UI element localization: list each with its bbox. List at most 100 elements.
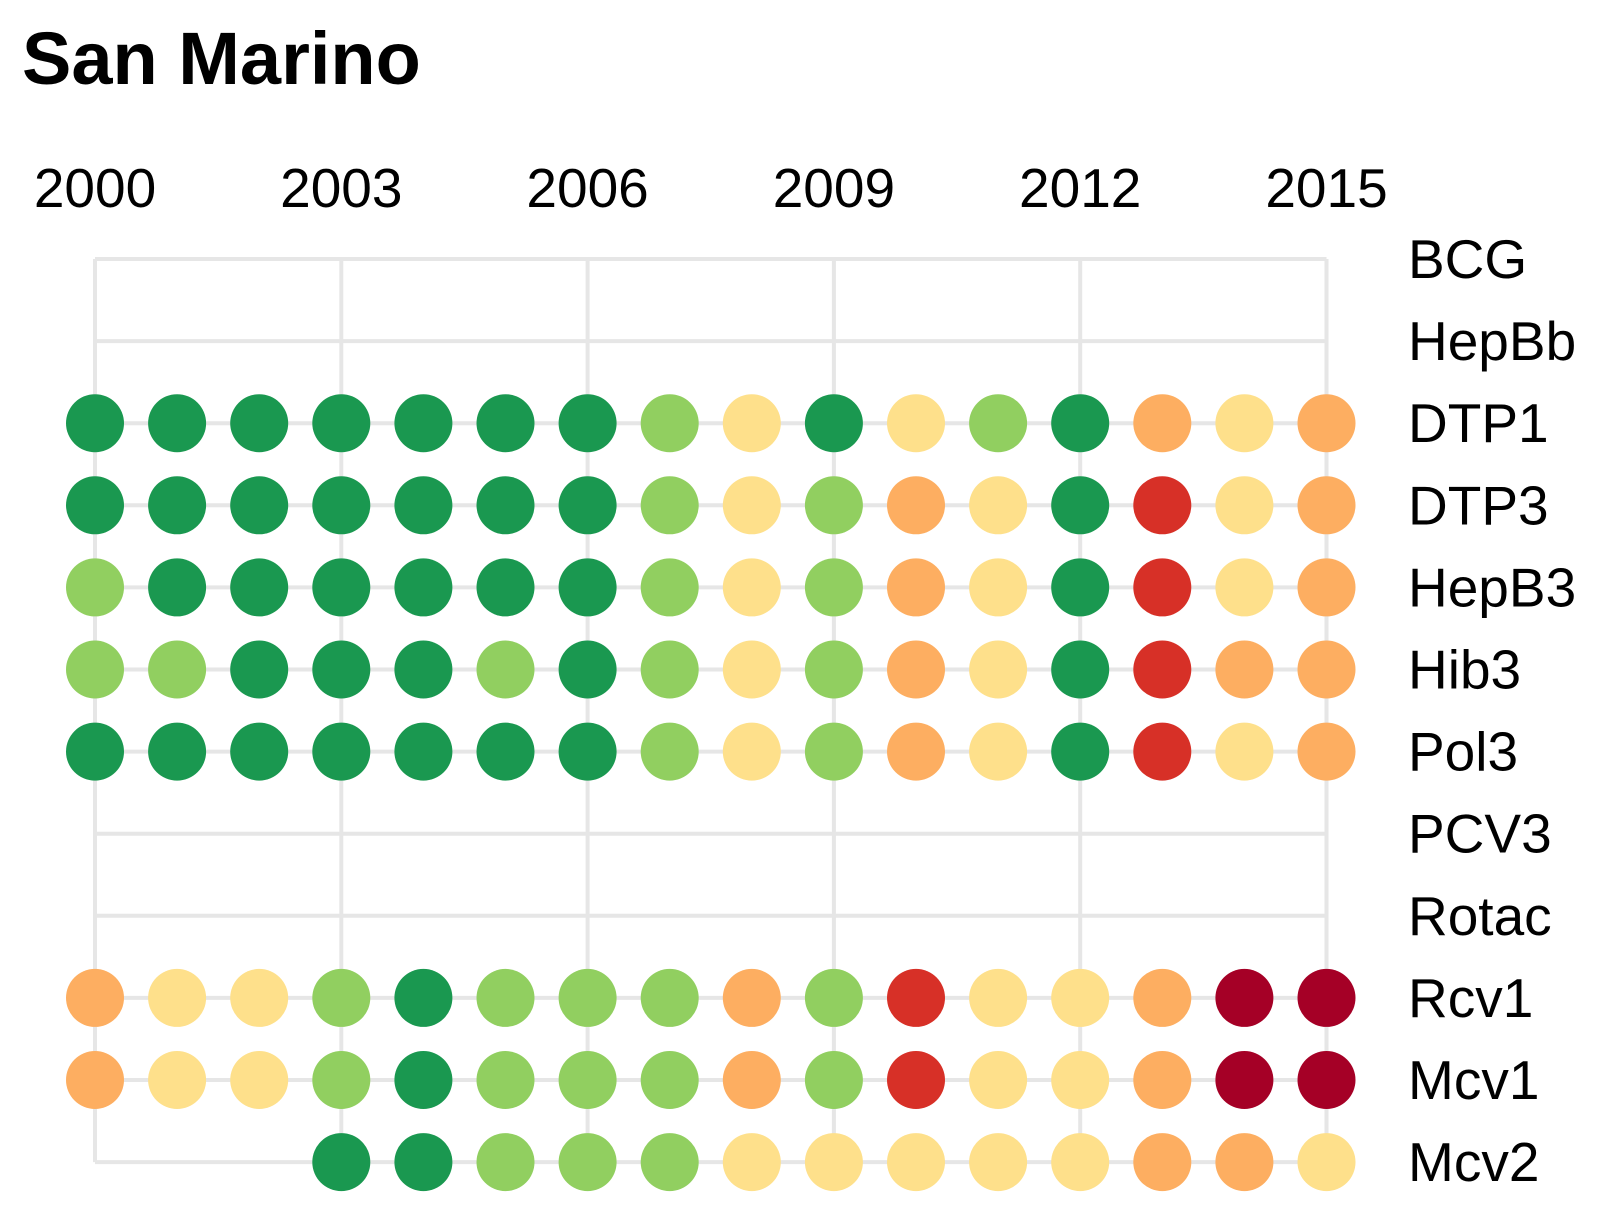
dot-mcv2-2007 bbox=[640, 1133, 699, 1192]
dot-dtp3-2001 bbox=[148, 476, 207, 535]
dot-rcv1-2015 bbox=[1297, 968, 1356, 1027]
row-label-pol3: Pol3 bbox=[1408, 721, 1518, 783]
dot-hib3-2013 bbox=[1133, 640, 1192, 699]
dot-mcv1-2003 bbox=[312, 1051, 371, 1109]
dot-dtp3-2009 bbox=[804, 476, 863, 535]
dot-dtp3-2015 bbox=[1297, 476, 1356, 535]
dot-dtp1-2007 bbox=[640, 394, 699, 453]
dot-rcv1-2011 bbox=[969, 968, 1028, 1027]
dot-dtp3-2010 bbox=[887, 476, 945, 535]
chart-title: San Marino bbox=[22, 17, 421, 100]
row-label-hepb3: HepB3 bbox=[1408, 556, 1576, 618]
dot-mcv2-2006 bbox=[558, 1133, 617, 1192]
dot-dtp3-2012 bbox=[1051, 476, 1110, 535]
dot-pol3-2012 bbox=[1051, 722, 1110, 781]
dot-hib3-2014 bbox=[1215, 640, 1274, 699]
dot-dtp3-2005 bbox=[476, 476, 535, 535]
dot-hib3-2000 bbox=[66, 640, 124, 699]
row-label-mcv2: Mcv2 bbox=[1408, 1131, 1539, 1193]
dot-hepb3-2002 bbox=[230, 558, 289, 617]
dot-dtp3-2003 bbox=[312, 476, 371, 535]
dot-mcv1-2009 bbox=[804, 1051, 863, 1109]
dot-hib3-2012 bbox=[1051, 640, 1110, 699]
dot-pol3-2001 bbox=[148, 722, 207, 781]
dot-rcv1-2009 bbox=[804, 968, 863, 1027]
dot-mcv1-2007 bbox=[640, 1051, 699, 1109]
dot-hepb3-2014 bbox=[1215, 558, 1274, 617]
dot-mcv2-2010 bbox=[887, 1133, 945, 1192]
dot-hib3-2001 bbox=[148, 640, 207, 699]
x-tick-label-2015: 2015 bbox=[1265, 157, 1387, 219]
row-label-pcv3: PCV3 bbox=[1408, 803, 1552, 865]
x-tick-label-2003: 2003 bbox=[280, 157, 402, 219]
dot-rcv1-2003 bbox=[312, 968, 371, 1027]
dot-rcv1-2007 bbox=[640, 968, 699, 1027]
dot-mcv2-2004 bbox=[394, 1133, 453, 1192]
dot-pol3-2006 bbox=[558, 722, 617, 781]
dot-dtp3-2006 bbox=[558, 476, 617, 535]
dot-dtp1-2000 bbox=[66, 394, 124, 453]
dot-pol3-2008 bbox=[722, 722, 781, 781]
dot-mcv2-2003 bbox=[312, 1133, 371, 1192]
dot-mcv2-2005 bbox=[476, 1133, 535, 1192]
row-label-dtp3: DTP3 bbox=[1408, 474, 1549, 536]
dot-dtp1-2008 bbox=[722, 394, 781, 453]
dot-hepb3-2003 bbox=[312, 558, 371, 617]
row-label-rotac: Rotac bbox=[1408, 885, 1552, 947]
dots-layer bbox=[66, 394, 1356, 1192]
dot-mcv1-2011 bbox=[969, 1051, 1028, 1109]
row-label-bcg: BCG bbox=[1408, 228, 1527, 290]
dot-dtp3-2011 bbox=[969, 476, 1028, 535]
dot-mcv2-2012 bbox=[1051, 1133, 1110, 1192]
row-label-hepbb: HepBb bbox=[1408, 310, 1576, 372]
dot-mcv1-2005 bbox=[476, 1051, 535, 1109]
dot-dtp1-2013 bbox=[1133, 394, 1192, 453]
dot-hepb3-2015 bbox=[1297, 558, 1356, 617]
dot-dtp3-2000 bbox=[66, 476, 124, 535]
dot-hib3-2003 bbox=[312, 640, 371, 699]
dot-dtp3-2004 bbox=[394, 476, 453, 535]
dot-dtp1-2005 bbox=[476, 394, 535, 453]
dot-hib3-2006 bbox=[558, 640, 617, 699]
dot-rcv1-2012 bbox=[1051, 968, 1110, 1027]
dot-mcv1-2015 bbox=[1297, 1051, 1356, 1109]
dot-dtp1-2004 bbox=[394, 394, 453, 453]
row-label-hib3: Hib3 bbox=[1408, 639, 1521, 701]
dot-rcv1-2002 bbox=[230, 968, 289, 1027]
dot-dtp3-2007 bbox=[640, 476, 699, 535]
dot-pol3-2015 bbox=[1297, 722, 1356, 781]
dot-hepb3-2000 bbox=[66, 558, 124, 617]
dot-dtp1-2014 bbox=[1215, 394, 1274, 453]
x-tick-label-2000: 2000 bbox=[34, 157, 156, 219]
dot-hepb3-2004 bbox=[394, 558, 453, 617]
dot-pol3-2011 bbox=[969, 722, 1028, 781]
x-axis-labels: 2000 2003 2006 2009 2012 2015 bbox=[34, 157, 1388, 219]
dot-dtp1-2002 bbox=[230, 394, 289, 453]
dot-mcv1-2014 bbox=[1215, 1051, 1274, 1109]
dot-dtp1-2006 bbox=[558, 394, 617, 453]
dot-mcv1-2001 bbox=[148, 1051, 207, 1109]
dot-mcv1-2006 bbox=[558, 1051, 617, 1109]
dot-hib3-2009 bbox=[804, 640, 863, 699]
dot-mcv1-2010 bbox=[887, 1051, 945, 1109]
dot-mcv2-2015 bbox=[1297, 1133, 1356, 1192]
dot-rcv1-2010 bbox=[887, 968, 945, 1027]
grid-layer bbox=[93, 257, 1329, 1165]
dot-pol3-2002 bbox=[230, 722, 289, 781]
dot-dtp3-2002 bbox=[230, 476, 289, 535]
dot-dtp1-2009 bbox=[804, 394, 863, 453]
dot-hepb3-2001 bbox=[148, 558, 207, 617]
dot-rcv1-2000 bbox=[66, 968, 124, 1027]
dot-hepb3-2012 bbox=[1051, 558, 1110, 617]
dot-hib3-2007 bbox=[640, 640, 699, 699]
y-axis-labels: BCG HepBb DTP1 DTP3 HepB3 Hib3 Pol3 PCV3 Rotac Rc… bbox=[1408, 228, 1576, 1193]
dot-dtp1-2011 bbox=[969, 394, 1028, 453]
dot-hepb3-2010 bbox=[887, 558, 945, 617]
dot-pol3-2013 bbox=[1133, 722, 1192, 781]
dot-rcv1-2013 bbox=[1133, 968, 1192, 1027]
dot-hepb3-2013 bbox=[1133, 558, 1192, 617]
dot-pol3-2004 bbox=[394, 722, 453, 781]
dot-rcv1-2014 bbox=[1215, 968, 1274, 1027]
dot-mcv1-2004 bbox=[394, 1051, 453, 1109]
dot-mcv1-2013 bbox=[1133, 1051, 1192, 1109]
